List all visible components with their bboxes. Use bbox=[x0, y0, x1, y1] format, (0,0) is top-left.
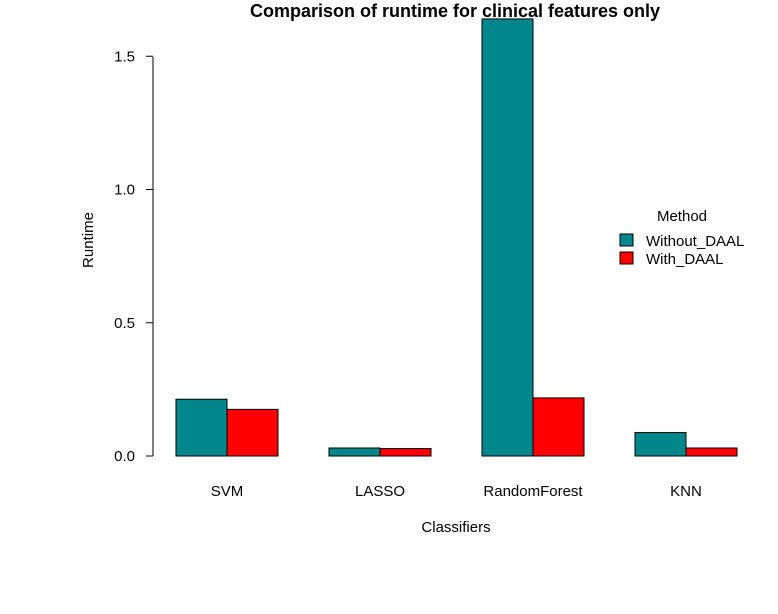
bar-randomforest-with-daal bbox=[532, 397, 585, 457]
legend-swatch bbox=[619, 251, 634, 265]
bar-randomforest-without-daal bbox=[481, 18, 534, 457]
chart-title: Comparison of runtime for clinical featu… bbox=[250, 1, 660, 21]
bar-svm-with-daal bbox=[226, 408, 279, 457]
x-axis-label: Classifiers bbox=[421, 519, 490, 536]
bar-lasso-without-daal bbox=[328, 447, 381, 457]
y-axis: 0.0 0.5 1.0 1.5 bbox=[114, 48, 154, 465]
y-tick-label: 1.5 bbox=[114, 48, 135, 65]
y-tick-label: 0.5 bbox=[114, 315, 135, 332]
x-tick-label: SVM bbox=[211, 483, 244, 500]
y-tick-label: 1.0 bbox=[114, 182, 135, 199]
x-tick-label: KNN bbox=[670, 483, 702, 500]
x-tick-labels: SVM LASSO RandomForest KNN bbox=[211, 483, 702, 500]
legend-title: Method bbox=[657, 208, 707, 225]
x-tick-label: LASSO bbox=[355, 483, 405, 500]
bar-knn-with-daal bbox=[685, 447, 738, 457]
y-tick-label: 0.0 bbox=[114, 448, 135, 465]
legend-label: With_DAAL bbox=[646, 251, 724, 268]
legend-label: Without_DAAL bbox=[646, 233, 744, 250]
y-axis-label: Runtime bbox=[80, 212, 97, 268]
bar-knn-without-daal bbox=[634, 432, 687, 457]
legend-swatch bbox=[619, 233, 634, 247]
x-tick-label: RandomForest bbox=[483, 483, 583, 500]
bars-group bbox=[175, 18, 738, 457]
bar-svm-without-daal bbox=[175, 398, 228, 457]
bar-lasso-with-daal bbox=[379, 448, 432, 457]
